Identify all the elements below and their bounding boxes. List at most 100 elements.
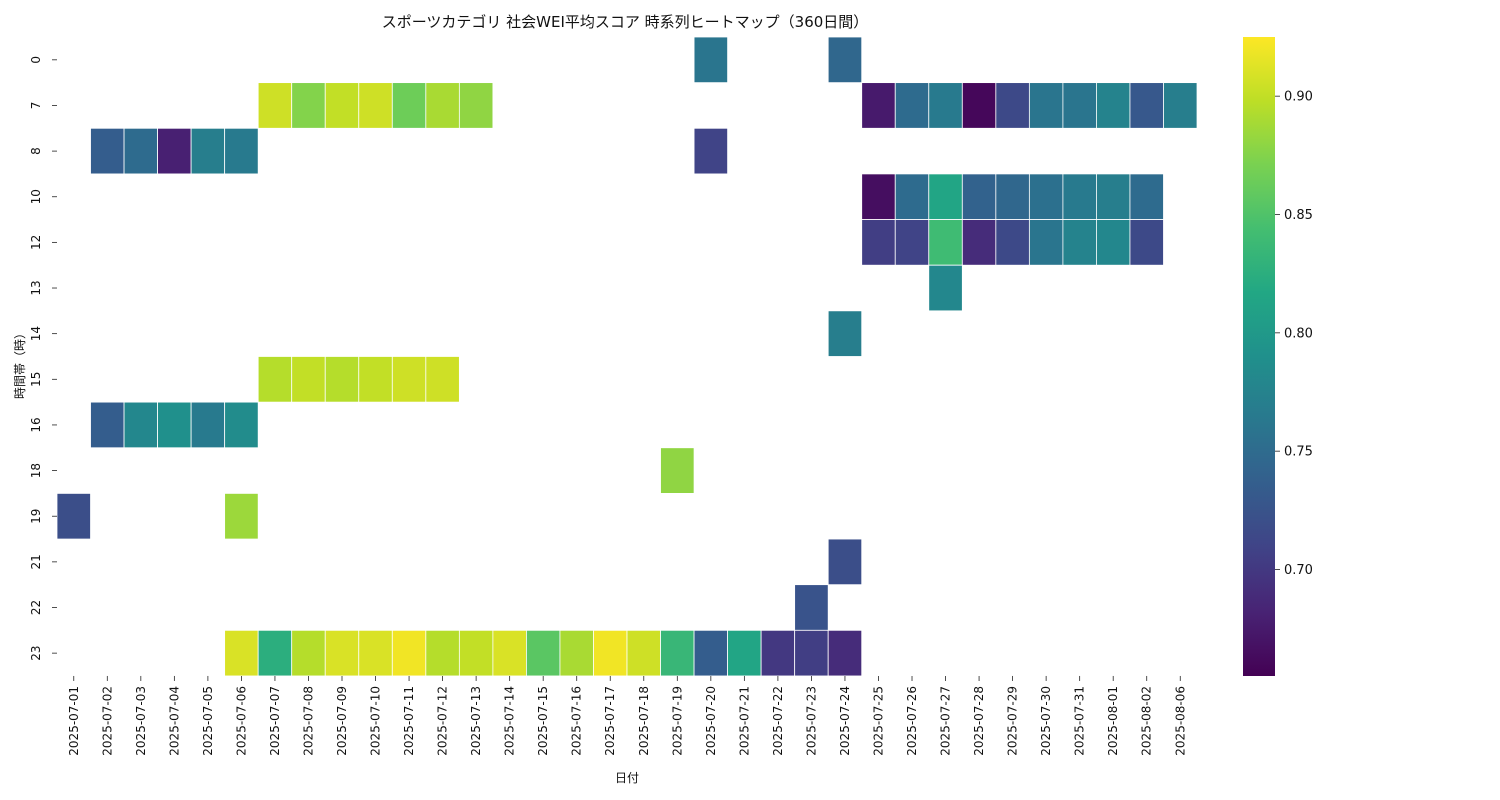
heatmap-cell [1129,82,1164,129]
heatmap-cell [157,401,192,449]
heatmap-cell [358,82,393,129]
heatmap-cell [1062,219,1097,266]
colorbar-tick-label: 0.70 [1284,563,1313,578]
heatmap-cell [391,82,427,129]
heatmap-cell [693,127,729,175]
heatmap-cell [861,219,896,266]
heatmap-cell [894,82,930,129]
x-tick-label: 2025-07-30 [1039,686,1053,756]
x-tick-label: 2025-07-17 [603,686,617,756]
heatmap-cell [458,629,494,677]
y-tick-label: 0 [29,56,43,64]
heatmap-cell [291,629,326,677]
heatmap-cell [1129,173,1164,220]
x-tick-label: 2025-07-18 [637,686,651,756]
colorbar-ticks: 0.70 0.75 0.80 0.85 0.90 [1275,90,1313,578]
y-tick-label: 23 [29,645,43,660]
heatmap-cell [257,356,293,403]
heatmap-cell [961,82,997,129]
y-tick-label: 7 [29,102,43,110]
heatmap-cell [291,82,326,129]
heatmap-cell [90,127,125,175]
x-tick-label: 2025-07-20 [704,686,718,756]
x-tick-label: 2025-07-24 [838,686,852,756]
heatmap-cell [358,356,393,403]
heatmap-cell [928,219,963,266]
x-tick-label: 2025-07-15 [536,686,550,756]
heatmap-cell [123,127,158,175]
heatmap-cell [190,401,226,449]
x-tick-label: 2025-07-21 [737,686,751,756]
heatmap-cell [928,264,963,312]
y-tick-label: 15 [29,372,43,387]
x-tick-label: 2025-07-29 [1006,686,1020,756]
heatmap-cell [1062,173,1097,220]
y-tick-label: 18 [29,463,43,478]
heatmap-cell [90,401,125,449]
heatmap-cell [760,629,796,677]
x-tick-label: 2025-07-04 [167,686,181,756]
x-tick-label: 2025-07-14 [503,686,517,756]
x-tick-label: 2025-08-01 [1106,686,1120,756]
x-axis-label: 日付 [615,771,639,785]
y-tick-label: 21 [29,554,43,569]
y-tick-label: 10 [29,189,43,204]
heatmap-cell [894,219,930,266]
heatmap-cell [693,629,729,677]
x-tick-label: 2025-08-06 [1173,686,1187,756]
heatmap-cell [224,492,259,540]
y-tick-label: 8 [29,147,43,155]
heatmap-cell [1028,173,1064,220]
y-tick-label: 14 [29,326,43,341]
heatmap-cell [425,629,460,677]
y-tick-label: 12 [29,235,43,250]
heatmap-cell [660,447,695,494]
heatmap-cell [257,629,293,677]
heatmap-cell [324,82,360,129]
heatmap-cell [559,629,594,677]
y-axis-label: 時間帯（時） [13,327,27,399]
heatmap-cell [224,127,259,175]
heatmap-cell [861,173,896,220]
y-tick-label: 16 [29,417,43,432]
colorbar-tick-label: 0.85 [1284,208,1313,223]
colorbar-tick-label: 0.80 [1284,326,1313,341]
heatmap-cell [157,127,192,175]
heatmap-cell [1062,82,1097,129]
x-tick-label: 2025-07-25 [871,686,885,756]
x-tick-label: 2025-07-03 [134,686,148,756]
heatmap-cell [995,82,1030,129]
x-tick-label: 2025-07-27 [939,686,953,756]
heatmap-cell [324,629,360,677]
y-tick-label: 22 [29,600,43,615]
heatmap-cell [1163,82,1198,129]
heatmap-cell [827,310,863,357]
heatmap-cell [660,629,695,677]
heatmap-cell [458,82,494,129]
heatmap-cell [492,629,527,677]
heatmap-cell [827,538,863,586]
x-tick-label: 2025-07-06 [234,686,248,756]
heatmap-cell [894,173,930,220]
heatmap-cell [1028,82,1064,129]
x-tick-label: 2025-07-02 [100,686,114,756]
heatmap-cell [693,36,729,84]
heatmap-cell [727,629,762,677]
x-tick-label: 2025-07-11 [402,686,416,756]
y-axis-ticks: 0 7 8 10 12 13 14 15 16 18 19 21 22 23 [29,56,57,661]
x-tick-label: 2025-07-05 [201,686,215,756]
x-axis-ticks: 2025-07-01 2025-07-02 2025-07-03 2025-07-04… [67,675,1187,756]
heatmap-cell [391,356,427,403]
heatmap-cell [391,629,427,677]
x-tick-label: 2025-07-01 [67,686,81,756]
heatmap-cell [224,401,259,449]
heatmap-cell [827,36,863,84]
heatmap-cell [257,82,293,129]
x-tick-label: 2025-07-26 [905,686,919,756]
heatmap-cell [961,173,997,220]
x-tick-label: 2025-07-10 [369,686,383,756]
x-tick-label: 2025-07-31 [1073,686,1087,756]
heatmap-cell [626,629,661,677]
heatmap-cell [593,629,628,677]
heatmap-cell [928,82,963,129]
